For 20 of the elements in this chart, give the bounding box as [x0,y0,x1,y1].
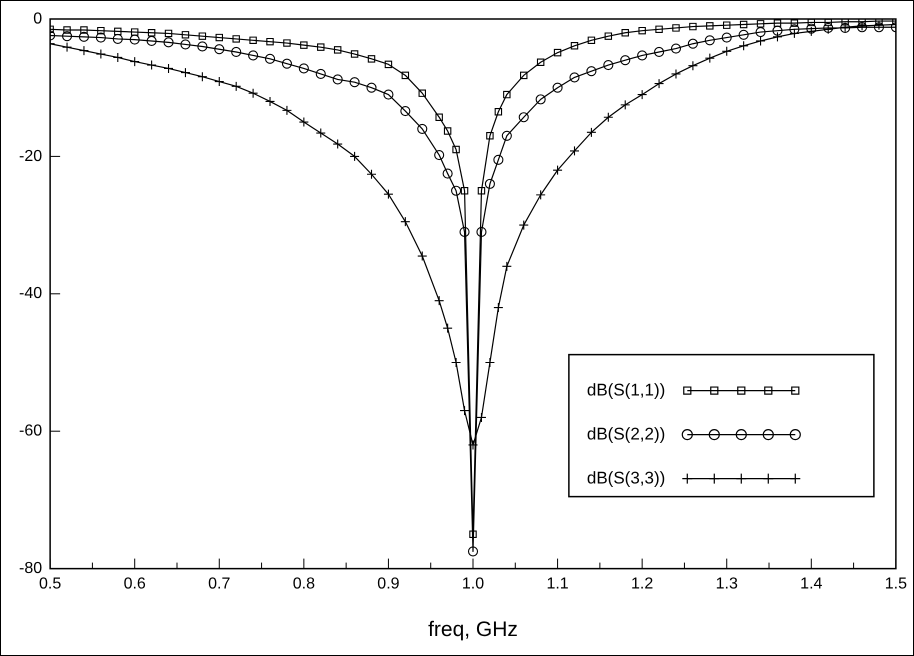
legend-label: dB(S(2,2)) [586,424,666,444]
y-tick-label: -80 [19,560,42,578]
x-tick-label: 0.5 [39,576,62,593]
x-tick-label: 0.7 [208,576,230,593]
x-tick-label: 1.1 [546,576,569,593]
y-tick-label: -60 [19,422,42,440]
x-axis-title: freq, GHz [428,618,518,642]
x-tick-label: 0.9 [377,576,400,593]
y-tick-label: 0 [33,10,42,28]
y-tick-label: -20 [19,148,42,165]
x-tick-label: 1.2 [631,576,654,593]
x-tick-label: 1.5 [884,576,908,593]
legend-label: dB(S(1,1)) [586,380,666,400]
y-tick-label: -40 [19,285,42,302]
x-tick-label: 0.8 [292,576,316,593]
x-tick-label: 0.6 [124,576,146,593]
x-tick-label: 1.4 [800,576,823,593]
x-tick-label: 1.3 [716,576,738,593]
x-tick-label: 1.0 [462,576,484,593]
legend-label: dB(S(3,3)) [586,468,666,488]
